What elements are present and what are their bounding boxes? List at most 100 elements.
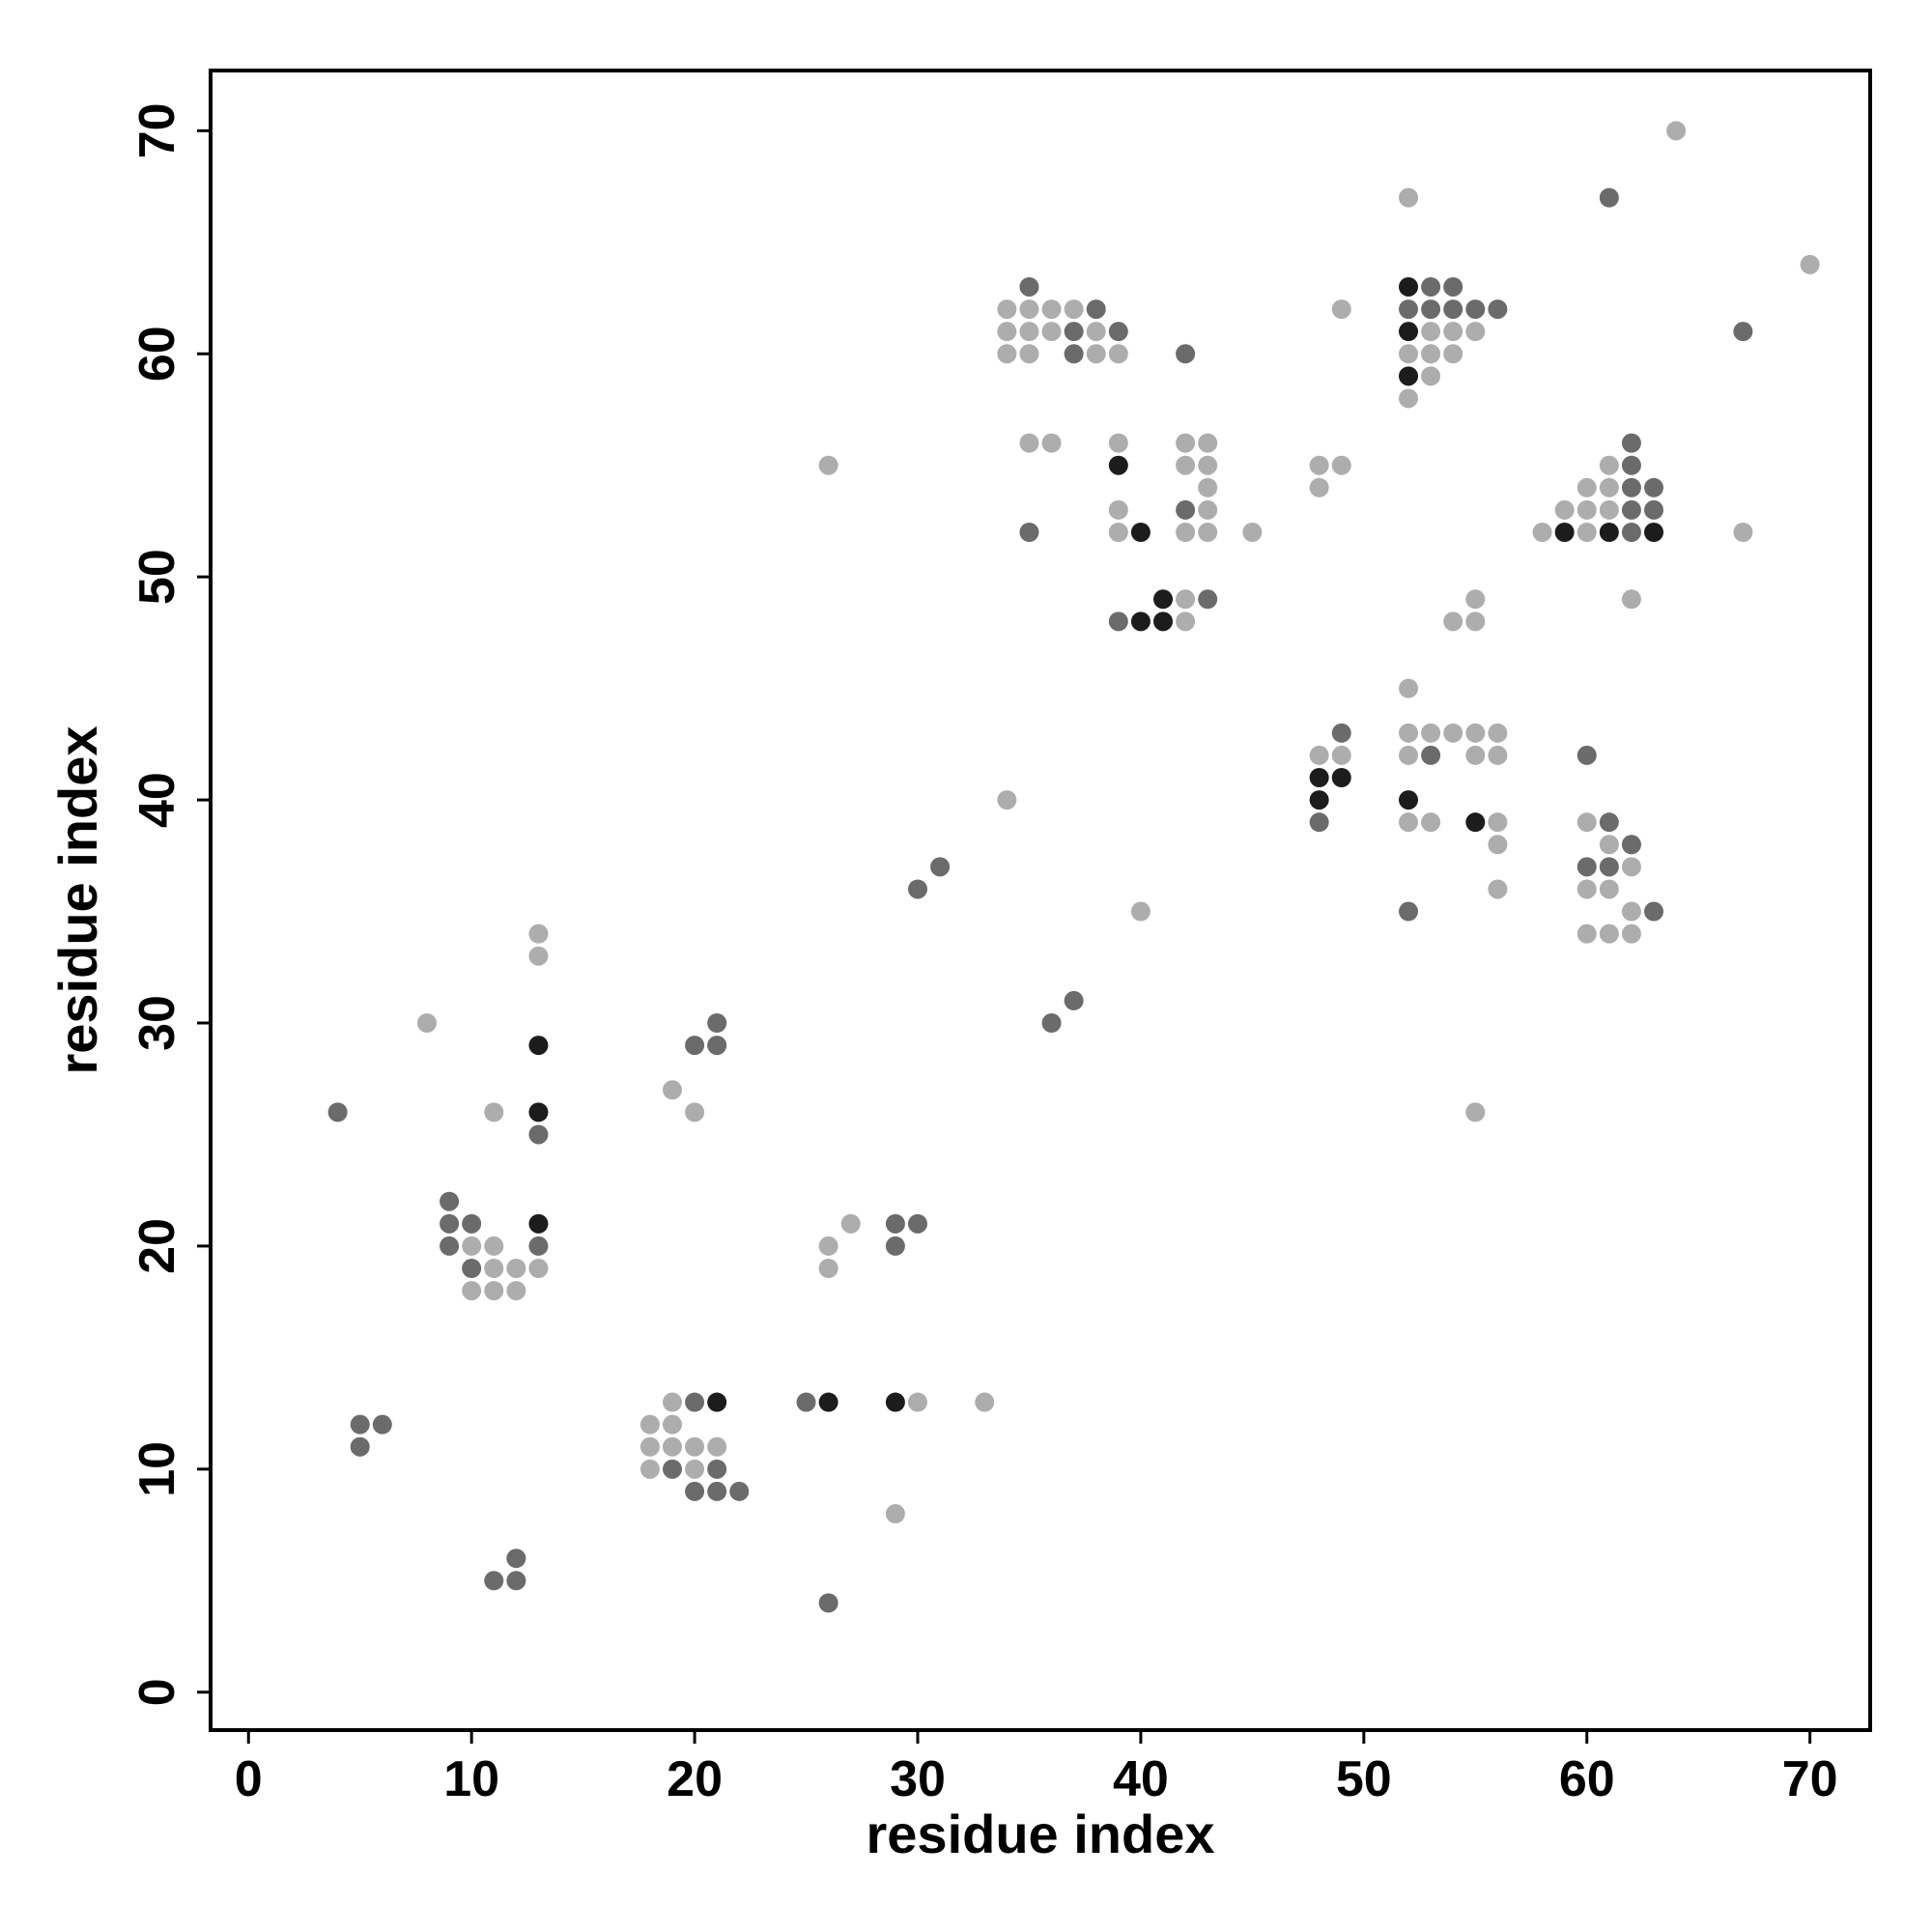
point [885,1504,905,1524]
x-tick-label: 20 [667,1751,723,1807]
point [1577,477,1597,497]
point [1621,857,1641,877]
point [528,1124,549,1145]
point [1621,589,1641,610]
point [1331,455,1351,475]
point [685,1036,705,1056]
point [1488,835,1508,855]
point [350,1414,370,1435]
point [707,1459,727,1479]
point [1443,344,1463,364]
y-tick-label: 50 [129,549,185,605]
x-tick-label: 0 [235,1751,263,1807]
point [484,1281,504,1301]
point [1488,299,1508,320]
point [1577,745,1597,765]
point [528,1236,549,1256]
point [1309,790,1329,810]
point [1130,611,1151,632]
point [1130,901,1151,922]
point [818,1236,838,1256]
point [506,1548,526,1569]
point [818,1392,838,1412]
point [1019,344,1039,364]
point [1019,522,1039,542]
point [1086,299,1106,320]
point [1621,923,1641,944]
point [639,1436,660,1457]
point [685,1481,705,1501]
x-tick-label: 50 [1336,1751,1392,1807]
point [1019,276,1039,297]
y-tick-label: 70 [129,102,185,158]
point [372,1414,392,1435]
point [1621,499,1641,520]
point [484,1571,504,1591]
point [1176,589,1196,610]
point [327,1102,348,1122]
point [1733,522,1753,542]
point [1064,344,1084,364]
point [1621,901,1641,922]
point [1443,299,1463,320]
point [1599,812,1619,833]
point [1198,522,1218,542]
point [685,1459,705,1479]
y-tick-label: 10 [129,1441,185,1497]
point [528,1102,549,1122]
point [818,1593,838,1613]
point [1019,433,1039,453]
point [1577,857,1597,877]
point [1577,499,1597,520]
point [1465,1102,1486,1122]
point [662,1392,682,1412]
point [1421,276,1441,297]
y-tick-label: 30 [129,995,185,1051]
x-tick-label: 10 [443,1751,499,1807]
point [440,1213,460,1234]
point [840,1213,861,1234]
point [1399,812,1419,833]
point [1465,745,1486,765]
point [484,1259,504,1279]
point [1443,611,1463,632]
point [1621,433,1641,453]
point [1621,522,1641,542]
point [1086,322,1106,342]
point [707,1392,727,1412]
point [1465,812,1486,833]
point [639,1414,660,1435]
point [1130,522,1151,542]
point [707,1013,727,1034]
point [1331,745,1351,765]
point [1621,477,1641,497]
point [885,1236,905,1256]
point [1309,745,1329,765]
point [1331,299,1351,320]
x-tick-label: 40 [1113,1751,1169,1807]
point [997,790,1017,810]
point [1421,344,1441,364]
point [1108,499,1128,520]
point [462,1236,482,1256]
point [462,1259,482,1279]
y-tick-label: 60 [129,326,185,382]
x-axis-title: residue index [866,1804,1214,1864]
point [796,1392,816,1412]
point [1399,723,1419,743]
point [1465,589,1486,610]
point [1331,767,1351,787]
point [1153,611,1174,632]
point [1399,322,1419,342]
point [528,1213,549,1234]
y-tick-label: 40 [129,772,185,828]
point [1064,299,1084,320]
point [729,1481,750,1501]
point [1599,187,1619,208]
point [1421,322,1441,342]
point [685,1392,705,1412]
point [1599,477,1619,497]
point [1176,344,1196,364]
point [1019,322,1039,342]
